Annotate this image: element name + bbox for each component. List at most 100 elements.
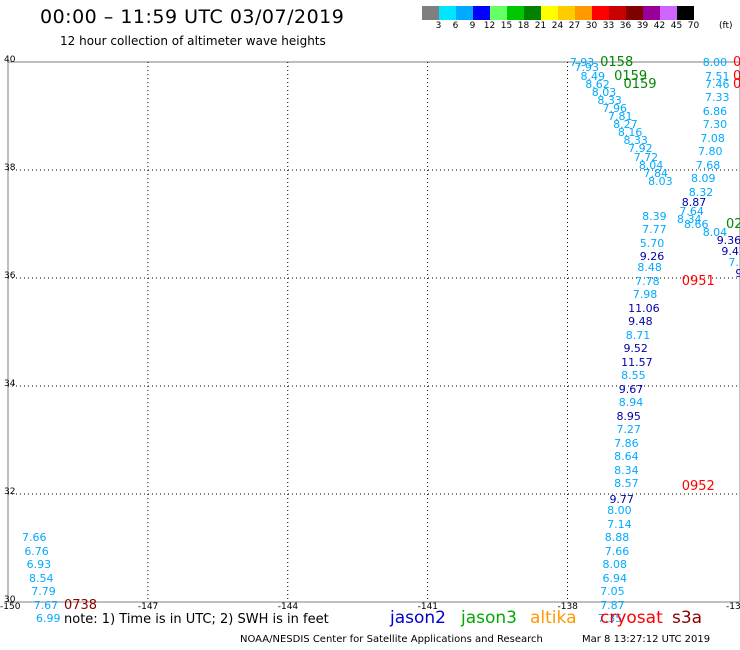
- wave-height-value: 8.08: [602, 558, 627, 572]
- wave-height-value: 8.27: [613, 118, 638, 132]
- wave-height-value: 8.04: [702, 226, 728, 240]
- credit-text: NOAA/NESDIS Center for Satellite Applica…: [240, 634, 543, 645]
- legend-altika: altika: [530, 608, 577, 628]
- wave-height-value: 8.00: [607, 504, 632, 518]
- wave-height-value: 9.36: [716, 234, 740, 248]
- wave-height-value: 8.54: [28, 571, 54, 585]
- color-scale-swatch: [677, 6, 694, 20]
- wave-height-value: 8.88: [604, 531, 630, 545]
- wave-height-value: 7.92: [628, 142, 653, 156]
- wave-height-value: 8.04: [638, 158, 664, 172]
- color-scale-swatch: [626, 6, 643, 20]
- color-scale-label: 24: [551, 21, 564, 31]
- wave-height-value: 8.66: [684, 218, 709, 231]
- color-scale-swatch: [490, 6, 507, 20]
- color-scale-label: 3: [435, 21, 442, 31]
- wave-height-value: 9.52: [623, 342, 648, 356]
- wave-height-value: 8.03: [648, 174, 673, 188]
- longitude-label: -150: [0, 602, 21, 612]
- page-title: 00:00 – 11:59 UTC 03/07/2019: [40, 6, 345, 28]
- wave-height-value: 7.93: [569, 56, 595, 69]
- color-scale-label: 39: [636, 21, 649, 31]
- legend-cryosat: cryosat: [600, 608, 663, 628]
- color-scale-label: 27: [568, 21, 581, 31]
- wave-height-value: 7.66: [604, 544, 630, 558]
- pass-time-label: 0159: [623, 76, 657, 92]
- latitude-label: 30: [4, 595, 16, 605]
- wave-height-value: 7.35: [597, 612, 623, 626]
- color-scale-swatch: [524, 6, 541, 20]
- wave-height-value: 7.33: [705, 91, 730, 105]
- longitude-label: -147: [137, 602, 159, 612]
- wave-height-value: 8.95: [616, 409, 641, 423]
- color-scale-label: 12: [483, 21, 496, 31]
- wave-height-value: 7.14: [607, 517, 632, 531]
- pass-time-label: 0952: [681, 478, 715, 494]
- wave-height-value: 8.48: [637, 261, 662, 275]
- wave-height-value: 8.34: [677, 212, 702, 226]
- color-scale-labels: 3 6 9 12 15 18 21 24 27 30 33 36 39 42 45 70: [422, 21, 740, 33]
- legend-s3a: s3a: [672, 608, 703, 628]
- wave-height-value: 7.68: [695, 158, 721, 172]
- wave-height-value: 9.48: [628, 315, 653, 329]
- wave-height-value: 7.66: [21, 531, 47, 545]
- color-scale-label: 9: [469, 21, 476, 31]
- legend-jason2: jason2: [390, 608, 446, 628]
- wave-height-value: 7.05: [600, 585, 625, 599]
- wave-height-value: 8.34: [614, 463, 639, 477]
- color-scale-swatch: [422, 6, 439, 20]
- color-scale-swatch: [660, 6, 677, 20]
- pass-time-label: 095: [733, 68, 740, 84]
- longitude-label: -134: [726, 602, 740, 612]
- latitude-label: 36: [4, 271, 16, 281]
- color-scale-swatch: [592, 6, 609, 20]
- wave-height-value: 7.77: [642, 223, 667, 237]
- latitude-label: 32: [4, 487, 16, 497]
- longitude-label: -138: [557, 602, 578, 612]
- color-scale-unit: (ft): [719, 21, 733, 31]
- color-scale-swatch: [541, 6, 558, 20]
- wave-height-value: 8.32: [688, 185, 714, 199]
- wave-height-value: 11.57: [621, 355, 653, 369]
- wave-height-value: 9.38: [735, 266, 740, 280]
- pass-time-label: 094: [733, 55, 740, 70]
- generated-timestamp: Mar 8 13:27:12 UTC 2019: [582, 634, 711, 645]
- wave-height-value: 8.87: [681, 196, 707, 210]
- color-scale-label: 30: [585, 21, 598, 31]
- latitude-label: 34: [4, 379, 16, 389]
- color-scale-label: 15: [500, 21, 513, 31]
- color-scale-label: 45: [670, 21, 683, 31]
- wave-height-value: 7.78: [635, 274, 660, 288]
- wave-height-value: 8.55: [621, 369, 646, 383]
- wave-height-value: 8.71: [625, 328, 651, 342]
- wave-height-value: 9.42: [721, 245, 740, 258]
- wave-height-value: 7.79: [31, 585, 56, 599]
- wave-height-value: 7.98: [632, 288, 658, 302]
- wave-height-value: 8.39: [642, 209, 667, 223]
- wave-height-value: 9.26: [639, 250, 665, 264]
- color-scale-label: 6: [452, 21, 459, 31]
- color-scale-swatch: [558, 6, 575, 20]
- wave-height-value: 7.86: [614, 436, 639, 450]
- wave-height-value: 8.00: [702, 56, 728, 69]
- color-scale-swatch: [507, 6, 524, 20]
- wave-height-value: 5.70: [639, 236, 665, 250]
- latitude-label: 40: [4, 55, 16, 65]
- wave-height-value: 6.93: [26, 558, 52, 572]
- pass-time-label: 02: [726, 217, 740, 232]
- color-scale-swatch: [456, 6, 473, 20]
- wave-height-value: 8.62: [585, 77, 610, 91]
- pass-time-label: 0738: [63, 597, 98, 613]
- wave-height-value: 6.86: [702, 104, 728, 118]
- longitude-label: -144: [277, 602, 299, 612]
- color-scale-swatch: [575, 6, 592, 20]
- wave-height-value: 6.76: [24, 544, 49, 558]
- wave-height-value: 8.49: [580, 69, 606, 83]
- wave-height-value: 8.16: [617, 126, 643, 140]
- wave-height-value: 7.94: [728, 255, 740, 269]
- page-subtitle: 12 hour collection of altimeter wave hei…: [60, 34, 326, 48]
- color-scale-label: 70: [687, 21, 700, 31]
- longitude-label: -141: [417, 602, 439, 612]
- color-scale-label: 42: [653, 21, 666, 31]
